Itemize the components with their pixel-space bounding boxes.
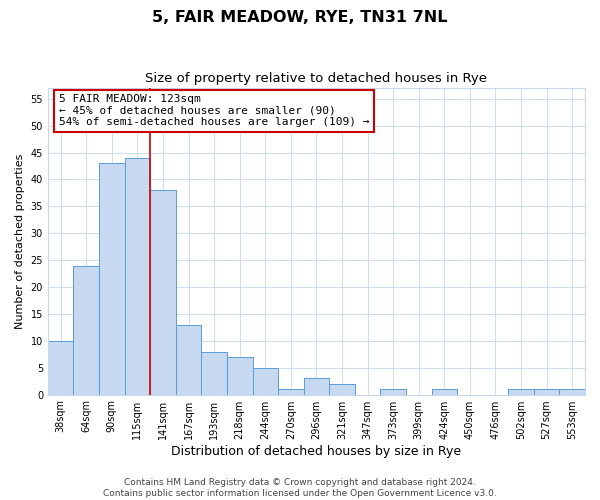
Bar [534,389,559,394]
Bar [559,389,585,394]
Bar [304,378,329,394]
X-axis label: Distribution of detached houses by size in Rye: Distribution of detached houses by size … [172,444,461,458]
Bar [73,266,99,394]
Text: Contains HM Land Registry data © Crown copyright and database right 2024.
Contai: Contains HM Land Registry data © Crown c… [103,478,497,498]
Bar [227,357,253,395]
Text: 5 FAIR MEADOW: 123sqm
← 45% of detached houses are smaller (90)
54% of semi-deta: 5 FAIR MEADOW: 123sqm ← 45% of detached … [59,94,369,128]
Bar [253,368,278,394]
Title: Size of property relative to detached houses in Rye: Size of property relative to detached ho… [145,72,487,86]
Bar [99,164,125,394]
Bar [150,190,176,394]
Bar [278,389,304,394]
Bar [380,389,406,394]
Y-axis label: Number of detached properties: Number of detached properties [15,154,25,329]
Bar [176,324,202,394]
Bar [329,384,355,394]
Bar [125,158,150,394]
Text: 5, FAIR MEADOW, RYE, TN31 7NL: 5, FAIR MEADOW, RYE, TN31 7NL [152,10,448,25]
Bar [431,389,457,394]
Bar [48,341,73,394]
Bar [508,389,534,394]
Bar [202,352,227,395]
